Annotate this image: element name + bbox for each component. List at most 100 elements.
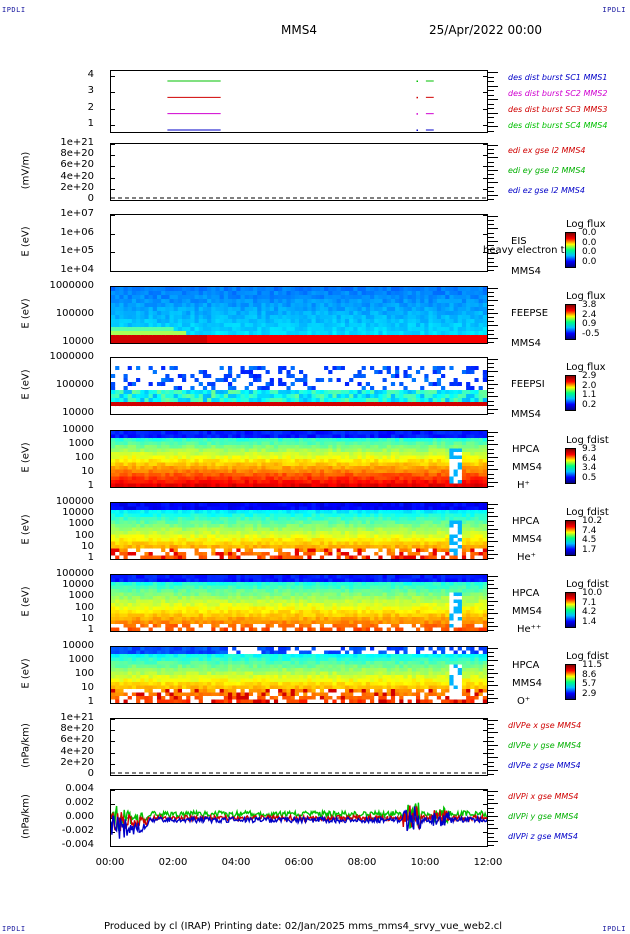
spectrogram-cell: [340, 445, 346, 450]
spectrogram-cell: [386, 448, 392, 453]
spectrogram-cell: [265, 291, 271, 296]
spectrogram-cell: [370, 483, 375, 487]
spectrogram-cell: [232, 339, 237, 343]
spectrogram-cell: [328, 287, 334, 292]
spectrogram-cell: [386, 366, 392, 371]
ytick-mark: [483, 252, 488, 254]
spectrogram-cell: [253, 476, 258, 481]
spectrogram-cell: [248, 303, 254, 308]
spectrogram-cell: [424, 459, 430, 464]
spectrogram-cell: [165, 545, 171, 550]
spectrogram-cell: [303, 552, 308, 557]
spectrogram-cell: [290, 438, 296, 443]
spectrogram-cell: [390, 366, 396, 371]
spectrogram-cell: [390, 402, 396, 407]
spectrogram-cell: [319, 473, 325, 478]
spectrogram-cell: [315, 358, 321, 363]
spectrogram-cell: [336, 483, 342, 487]
spectrogram-cell: [202, 510, 208, 515]
spectrogram-cell: [219, 358, 225, 363]
spectrogram-cell: [344, 483, 350, 487]
spectrogram-cell: [152, 513, 158, 518]
spectrogram-cell: [169, 434, 175, 439]
spectrogram-cell: [115, 331, 120, 336]
spectrogram-cell: [403, 303, 409, 308]
spectrogram-cell: [340, 362, 346, 367]
spectrogram-cell: [303, 517, 308, 522]
spectrogram-cell: [420, 480, 425, 485]
spectrogram-cell: [482, 382, 487, 387]
spectrogram-cell: [311, 431, 317, 436]
p4-colorbar-tick: 0.9: [582, 319, 597, 329]
spectrogram-cell: [152, 378, 158, 383]
spectrogram-cell: [319, 307, 325, 312]
spectrogram-cell: [403, 448, 409, 453]
spectrogram-cell: [307, 476, 313, 481]
spectrogram-cell: [399, 434, 405, 439]
spectrogram-cell: [273, 555, 279, 559]
spectrogram-cell: [361, 441, 367, 446]
spectrogram-cell: [290, 390, 296, 395]
spectrogram-cell: [273, 448, 279, 453]
spectrogram-cell: [344, 331, 350, 336]
spectrogram-cell: [123, 295, 129, 300]
spectrogram-cell: [382, 366, 388, 371]
spectrogram-cell: [461, 315, 467, 320]
spectrogram-cell: [470, 339, 476, 343]
spectrogram-cell: [148, 555, 154, 559]
spectrogram-cell: [261, 394, 267, 399]
spectrogram-cell: [115, 431, 120, 436]
spectrogram-cell: [445, 362, 450, 367]
spectrogram-cell: [119, 382, 125, 387]
spectrogram-cell: [177, 445, 183, 450]
spectrogram-cell: [478, 307, 484, 312]
spectrogram-cell: [461, 455, 467, 460]
spectrogram-cell: [361, 480, 367, 485]
minor-tick: [488, 504, 498, 505]
spectrogram-cell: [227, 534, 233, 539]
spectrogram-cell: [269, 448, 275, 453]
spectrogram-cell: [244, 452, 250, 457]
spectrogram-cell: [424, 307, 430, 312]
spectrogram-cell: [227, 506, 233, 511]
spectrogram-cell: [319, 459, 325, 464]
spectrogram-cell: [202, 452, 208, 457]
spectrogram-cell: [445, 287, 450, 292]
spectrogram-cell: [115, 476, 120, 481]
spectrogram-cell: [261, 299, 267, 304]
spectrogram-cell: [349, 448, 354, 453]
spectrogram-cell: [223, 319, 229, 324]
p7-colorbar-tick: 1.7: [582, 544, 597, 555]
spectrogram-cell: [307, 469, 313, 474]
spectrogram-cell: [273, 303, 279, 308]
spectrogram-cell: [144, 527, 150, 532]
spectrogram-cell: [349, 438, 354, 443]
spectrogram-cell: [190, 366, 196, 371]
spectrogram-cell: [282, 406, 288, 411]
spectrogram-cell: [173, 517, 179, 522]
spectrogram-cell: [227, 462, 233, 467]
spectrogram-cell: [374, 335, 379, 340]
spectrogram-cell: [111, 555, 116, 559]
spectrogram-cell: [152, 327, 158, 332]
spectrogram-cell: [211, 303, 217, 308]
spectrogram-cell: [273, 374, 279, 379]
spectrogram-cell: [407, 307, 413, 312]
spectrogram-cell: [357, 311, 363, 316]
spectrogram-cell: [194, 548, 200, 553]
spectrogram-cell: [478, 366, 484, 371]
spectrogram-cell: [461, 469, 467, 474]
spectrogram-cell: [278, 374, 283, 379]
spectrogram-cell: [307, 462, 313, 467]
spectrogram-cell: [349, 370, 354, 375]
spectrogram-cell: [466, 327, 471, 332]
spectrogram-cell: [411, 287, 417, 292]
minor-tick: [488, 367, 494, 369]
spectrogram-cell: [395, 402, 400, 407]
spectrogram-cell: [424, 441, 430, 446]
spectrogram-cell: [269, 307, 275, 312]
spectrogram-cell: [470, 438, 476, 443]
spectrogram-cell: [148, 378, 154, 383]
spectrogram-cell: [207, 506, 212, 511]
p3-ytick-label: 1e+04: [60, 264, 94, 275]
